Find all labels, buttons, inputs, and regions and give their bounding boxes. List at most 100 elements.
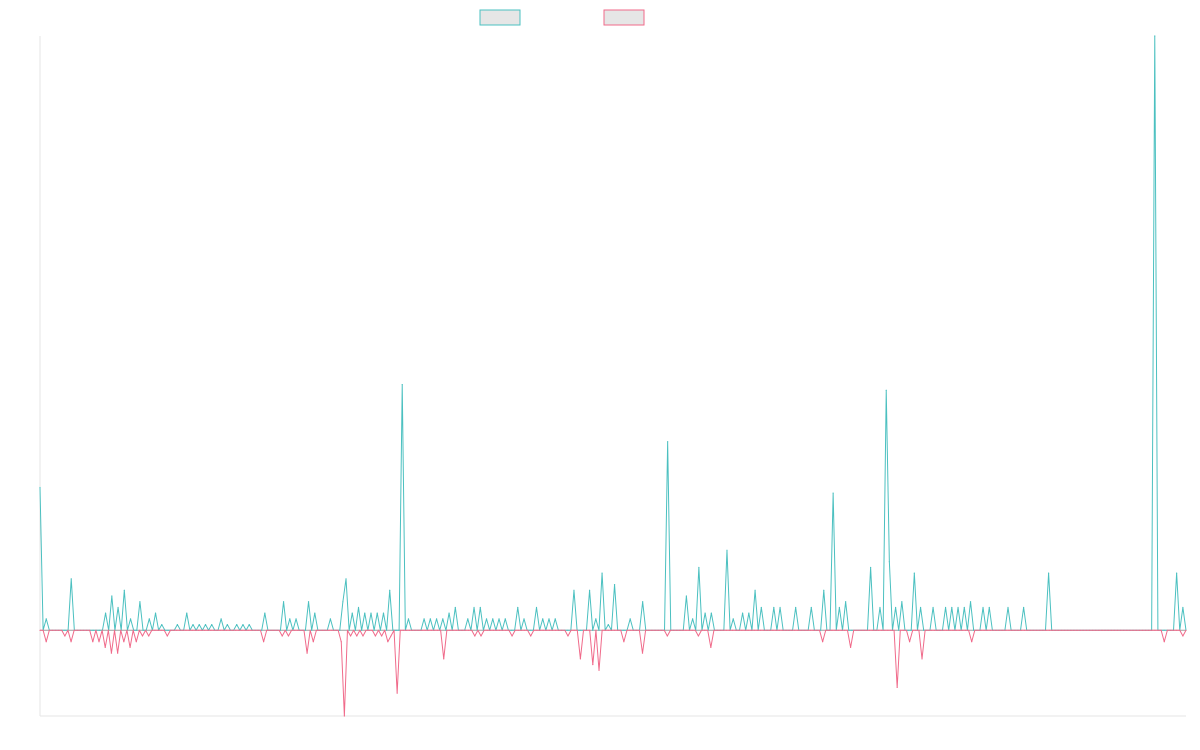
data-point <box>284 629 286 631</box>
data-point <box>898 629 900 631</box>
data-point <box>136 629 138 631</box>
data-point <box>700 629 703 631</box>
data-point <box>582 629 585 631</box>
data-point <box>535 606 538 609</box>
data-point <box>530 635 532 637</box>
data-point <box>64 629 66 631</box>
data-point <box>39 629 41 631</box>
data-point <box>820 629 822 631</box>
data-point <box>1045 629 1047 631</box>
data-point <box>1011 629 1013 631</box>
data-point <box>1033 629 1035 631</box>
data-point <box>1089 629 1091 631</box>
data-point <box>436 629 439 631</box>
data-point <box>479 606 481 609</box>
data-point <box>905 629 908 631</box>
data-point <box>642 601 644 603</box>
data-point <box>51 629 54 631</box>
data-point <box>477 629 479 631</box>
data-point <box>467 629 470 631</box>
data-point <box>290 629 293 631</box>
data-point <box>261 629 263 631</box>
data-point <box>1110 629 1113 631</box>
data-point <box>713 629 715 631</box>
data-point <box>449 629 451 631</box>
data-point <box>1051 629 1054 631</box>
data-point <box>825 629 827 631</box>
data-point <box>101 629 103 631</box>
data-point <box>194 629 196 631</box>
data-point <box>601 572 603 574</box>
data-point <box>1048 572 1050 574</box>
data-point <box>92 629 94 631</box>
legend-swatch-2[interactable] <box>603 9 645 26</box>
data-point <box>766 629 768 631</box>
data-point <box>365 629 367 631</box>
data-point <box>716 629 718 631</box>
data-point <box>374 635 377 637</box>
data-point <box>210 629 212 631</box>
data-point <box>429 618 431 620</box>
data-point <box>337 629 339 631</box>
data-point <box>748 612 750 614</box>
data-point <box>485 618 488 620</box>
data-point <box>958 629 960 631</box>
data-point <box>368 629 370 631</box>
data-point <box>454 606 456 609</box>
legend[interactable] <box>479 9 645 26</box>
data-point <box>278 629 280 631</box>
data-point <box>510 629 513 631</box>
data-point <box>573 629 575 631</box>
data-point <box>638 629 641 631</box>
data-point <box>435 618 438 620</box>
data-point <box>731 629 734 631</box>
data-point <box>595 629 597 631</box>
data-point <box>529 629 531 631</box>
data-point <box>76 629 78 631</box>
data-point <box>430 629 432 631</box>
data-point <box>607 623 609 626</box>
data-point <box>698 566 700 569</box>
data-point <box>775 629 777 631</box>
data-point <box>272 629 274 631</box>
data-point <box>423 618 425 620</box>
data-point <box>148 635 150 637</box>
data-point <box>877 629 880 631</box>
data-point <box>930 629 932 631</box>
data-point <box>325 629 327 631</box>
data-point <box>154 629 156 631</box>
data-point <box>129 646 131 649</box>
legend-swatch-1[interactable] <box>479 9 521 26</box>
data-point <box>220 618 222 620</box>
data-point <box>520 629 522 631</box>
data-point <box>598 629 600 631</box>
data-point <box>314 612 316 614</box>
data-point <box>1098 629 1100 631</box>
data-point <box>725 629 727 631</box>
data-point <box>1086 629 1088 631</box>
data-point <box>48 629 50 631</box>
data-point <box>885 389 887 391</box>
data-point <box>629 629 631 631</box>
data-point <box>548 629 550 631</box>
data-point <box>412 629 414 631</box>
data-point <box>901 601 903 603</box>
data-point <box>963 606 965 609</box>
data-point <box>322 629 324 631</box>
data-point <box>1005 629 1007 631</box>
data-point <box>1058 629 1060 631</box>
data-point <box>881 629 883 631</box>
data-point <box>1185 629 1187 631</box>
data-point <box>297 629 299 631</box>
data-point <box>657 629 659 631</box>
data-point <box>710 646 712 649</box>
data-point <box>831 629 833 631</box>
data-point <box>772 629 774 631</box>
data-point <box>89 629 91 631</box>
data-point <box>225 629 227 631</box>
data-point <box>607 629 609 631</box>
data-point <box>236 623 238 626</box>
data-point <box>868 629 870 631</box>
data-point <box>823 589 825 591</box>
data-point <box>467 618 469 620</box>
